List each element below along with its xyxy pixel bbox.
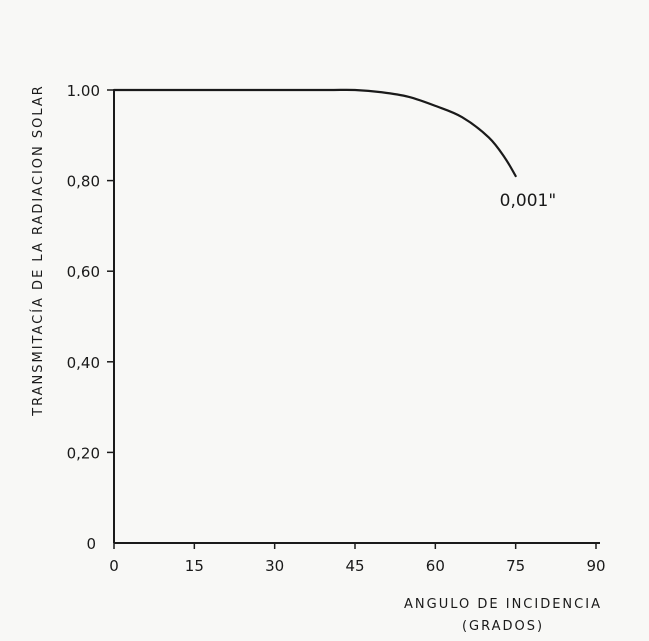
y-tick-label: 1.00 bbox=[67, 82, 100, 100]
axes-layer bbox=[107, 89, 600, 549]
x-axis-subtitle: (GRADOS) bbox=[462, 619, 544, 634]
x-tick-label: 90 bbox=[586, 557, 605, 575]
labels-layer: 0 15 30 45 60 75 90 0 0,20 0,40 0,60 0,80 1.00 0,001"… bbox=[30, 82, 606, 634]
x-axis-title: ANGULO DE INCIDENCIA bbox=[404, 597, 602, 612]
y-tick-label: 0,80 bbox=[67, 173, 100, 191]
y-tick-label: 0,40 bbox=[67, 354, 100, 372]
x-tick-label: 45 bbox=[345, 557, 364, 575]
x-tick-label: 30 bbox=[265, 557, 284, 575]
y-axis-title: TRANSMITACÍA DE LA RADIACION SOLAR bbox=[30, 84, 46, 417]
y-tick-label: 0,20 bbox=[67, 444, 100, 462]
x-tick-label: 75 bbox=[506, 557, 525, 575]
y-tick-label: 0,60 bbox=[67, 263, 100, 281]
x-tick-label: 60 bbox=[426, 557, 445, 575]
y-tick-label: 0 bbox=[86, 535, 96, 553]
series-layer bbox=[112, 88, 517, 178]
x-tick-label: 0 bbox=[109, 557, 119, 575]
x-tick-label: 15 bbox=[185, 557, 204, 575]
series-line-0 bbox=[112, 88, 517, 178]
curve-annotation: 0,001" bbox=[500, 191, 556, 211]
